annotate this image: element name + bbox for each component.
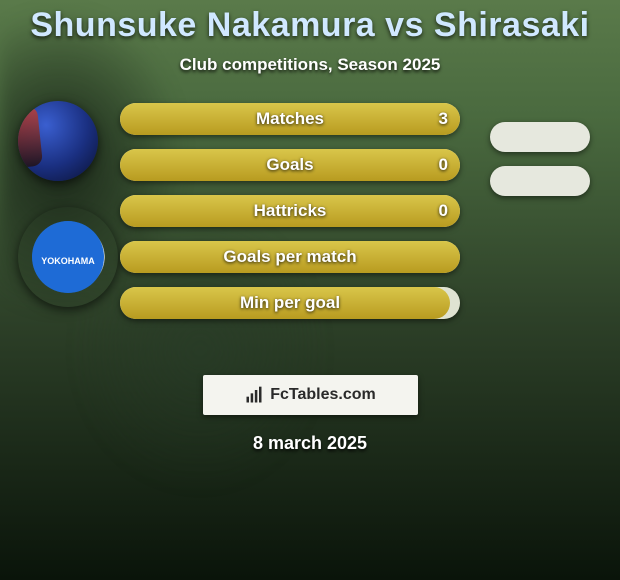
- stat-bar-value: 0: [439, 195, 448, 227]
- stat-bar-value: 3: [439, 103, 448, 135]
- fctables-attribution[interactable]: FcTables.com: [203, 375, 418, 415]
- opponent-stat-pill: [490, 166, 590, 196]
- bar-chart-icon: [244, 385, 264, 405]
- attribution-text: FcTables.com: [270, 386, 376, 404]
- stats-bars: Matches3Goals0Hattricks0Goals per matchM…: [120, 103, 480, 319]
- stat-bar-label: Hattricks: [120, 195, 460, 227]
- stat-bar: Min per goal: [120, 287, 460, 319]
- player-action-avatar: [18, 101, 98, 181]
- background: Shunsuke Nakamura vs Shirasaki Club comp…: [0, 0, 620, 580]
- date-label: 8 march 2025: [0, 433, 620, 454]
- right-pill-column: [480, 103, 620, 238]
- stat-bar-label: Min per goal: [120, 287, 460, 319]
- page-subtitle: Club competitions, Season 2025: [0, 55, 620, 75]
- comparison-grid: YOKOHAMA Matches3Goals0Hattricks0Goals p…: [0, 103, 620, 353]
- stat-bar-label: Matches: [120, 103, 460, 135]
- stat-bar: Hattricks0: [120, 195, 460, 227]
- stat-bar: Matches3: [120, 103, 460, 135]
- content-wrapper: Shunsuke Nakamura vs Shirasaki Club comp…: [0, 0, 620, 454]
- left-avatar-column: YOKOHAMA: [0, 103, 120, 353]
- club-logo-avatar: YOKOHAMA: [18, 207, 118, 307]
- stat-bar: Goals per match: [120, 241, 460, 273]
- stat-bar: Goals0: [120, 149, 460, 181]
- stat-bar-label: Goals: [120, 149, 460, 181]
- page-title: Shunsuke Nakamura vs Shirasaki: [0, 6, 620, 45]
- club-logo-label: YOKOHAMA: [32, 221, 104, 293]
- stat-bar-value: 0: [439, 149, 448, 181]
- stat-bar-label: Goals per match: [120, 241, 460, 273]
- opponent-stat-pill: [490, 122, 590, 152]
